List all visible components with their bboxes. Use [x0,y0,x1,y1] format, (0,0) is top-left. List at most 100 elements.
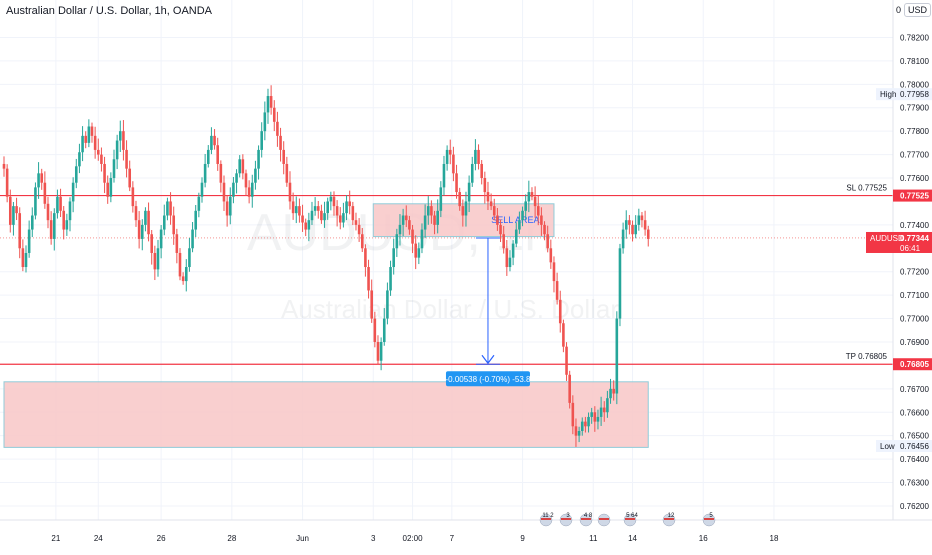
candle-body [643,220,647,230]
candle-body [56,196,59,214]
candle-body [546,234,549,249]
economic-event-count: 11 2 [542,513,554,519]
high-tag-bg [876,88,932,101]
candle-body [15,206,18,214]
candle-body [602,407,606,413]
candle-body [364,248,367,268]
candle-body [197,196,201,211]
candle-body [373,318,377,342]
candle-body [549,248,553,263]
candle-body [530,192,534,197]
candle-body [257,149,260,169]
candle-body [103,163,106,183]
candle-body [612,388,615,394]
candle-body [282,149,285,164]
candle-body [115,140,119,160]
candle-body [84,135,88,143]
candle-body [81,135,84,153]
candle-body [518,220,521,230]
candle-body [637,215,641,225]
candle-body [181,276,185,282]
candle-body [568,374,571,403]
current-price-value: 0.77344 [900,234,929,243]
candle-body [323,213,326,221]
candle-body [521,210,524,221]
candle-body [156,248,160,270]
candle-body [62,210,66,230]
candle-body [301,215,304,223]
candle-body [285,163,289,183]
candle-body [329,196,333,202]
candle-body [533,196,537,207]
time-tick-label: 9 [520,534,525,543]
candle-body [159,229,163,249]
candle-body [558,299,562,324]
candle-body [404,215,408,221]
price-tick-label: 0.77700 [900,151,929,160]
candle-body [150,234,154,253]
chart-title: Australian Dollar / U.S. Dollar, 1h, OAN… [6,5,213,17]
candle-body [125,149,128,169]
candle-body [203,163,207,183]
candle-body [24,252,28,268]
candle-body [474,149,477,164]
candle-body [486,192,490,202]
candle-body [386,290,389,319]
candle-body [320,210,323,221]
price-tick-label: 0.78100 [900,57,929,66]
candle-body [370,290,373,319]
price-tick-label: 0.77800 [900,127,929,136]
candle-body [131,187,135,207]
candle-body [140,224,144,239]
candle-body [68,201,72,221]
candle-body [455,173,458,193]
candle-body [279,135,282,150]
candle-body [408,220,411,230]
candle-body [260,131,263,150]
candle-body [175,234,179,253]
candle-body [194,210,198,230]
candle-body [489,201,493,207]
high-tag-label: High [880,90,896,99]
candle-body [448,149,452,155]
candle-body [71,182,75,202]
candle-body [615,318,619,394]
candle-body [634,224,637,235]
candle-body [552,262,556,282]
candle-body [496,215,499,225]
time-tick-label: 16 [699,534,708,543]
take-profit-tag-value: 0.76805 [900,360,929,369]
low-tag-value: 0.76456 [900,442,929,451]
price-tick-label: 0.77200 [900,268,929,277]
time-tick-label: 21 [51,534,60,543]
candle-body [166,201,169,216]
measure-arrow-head [481,354,495,365]
candle-body [310,210,314,221]
candle-body [401,215,405,225]
candle-body [254,168,257,183]
economic-event-flag-stripe [625,518,635,520]
candle-body [128,168,132,188]
candle-body [232,182,235,197]
candle-body [565,346,568,375]
stop-loss-tag-bg [893,189,932,202]
candle-body [21,248,25,268]
candle-body [326,201,329,214]
candle-body [354,220,358,225]
candle-body [90,126,94,136]
price-tick-label: 0.77900 [900,104,929,113]
candle-body [96,149,100,155]
candle-body [392,248,395,268]
candle-body [423,215,427,230]
candle-body [367,267,370,291]
candle-body [298,206,301,216]
candle-body [524,201,527,211]
candle-body [65,220,69,230]
candle-body [219,163,223,183]
price-tick-label: 0.77400 [900,221,929,230]
currency-button[interactable]: USD [904,3,932,17]
price-tick-label: 0.76700 [900,385,929,394]
candle-body [357,224,361,235]
